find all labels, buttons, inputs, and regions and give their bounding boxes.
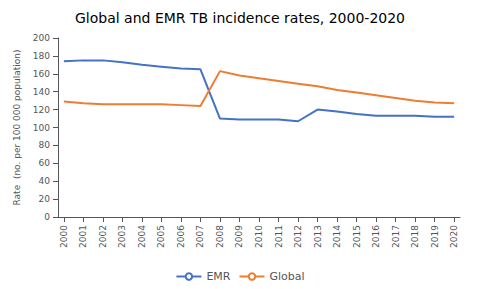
svg-text:2014: 2014: [332, 225, 342, 248]
svg-text:2017: 2017: [391, 225, 401, 248]
svg-text:2005: 2005: [156, 225, 166, 248]
svg-text:2003: 2003: [117, 225, 127, 248]
svg-text:EMR: EMR: [206, 270, 230, 283]
svg-text:2019: 2019: [430, 225, 440, 248]
svg-text:2013: 2013: [313, 225, 323, 248]
svg-text:2002: 2002: [98, 225, 108, 248]
svg-text:2004: 2004: [137, 225, 147, 248]
svg-text:80: 80: [39, 140, 51, 150]
svg-text:100: 100: [33, 123, 50, 133]
svg-text:2010: 2010: [254, 225, 264, 248]
svg-text:Global and EMR TB incidence ra: Global and EMR TB incidence rates, 2000-…: [75, 10, 405, 26]
svg-text:20: 20: [39, 194, 51, 204]
svg-text:140: 140: [33, 87, 50, 97]
svg-text:Global: Global: [269, 270, 304, 283]
svg-text:2018: 2018: [410, 225, 420, 248]
svg-text:2007: 2007: [195, 225, 205, 248]
svg-text:180: 180: [33, 51, 50, 61]
svg-text:2001: 2001: [78, 225, 88, 248]
svg-text:200: 200: [33, 33, 50, 43]
svg-text:2000: 2000: [59, 225, 69, 248]
svg-text:2016: 2016: [371, 225, 381, 248]
svg-text:160: 160: [33, 69, 50, 79]
svg-text:40: 40: [39, 176, 51, 186]
svg-text:2006: 2006: [176, 225, 186, 248]
svg-text:2009: 2009: [234, 225, 244, 248]
svg-text:Rate (no. per 100 000 populat: Rate (no. per 100 000 population): [12, 50, 22, 206]
svg-text:2008: 2008: [215, 225, 225, 248]
svg-text:120: 120: [33, 105, 50, 115]
svg-text:2020: 2020: [449, 225, 459, 248]
svg-text:2011: 2011: [274, 225, 284, 248]
svg-text:2012: 2012: [293, 225, 303, 248]
svg-text:2015: 2015: [352, 225, 362, 248]
svg-text:0: 0: [44, 212, 50, 222]
svg-text:60: 60: [39, 158, 51, 168]
